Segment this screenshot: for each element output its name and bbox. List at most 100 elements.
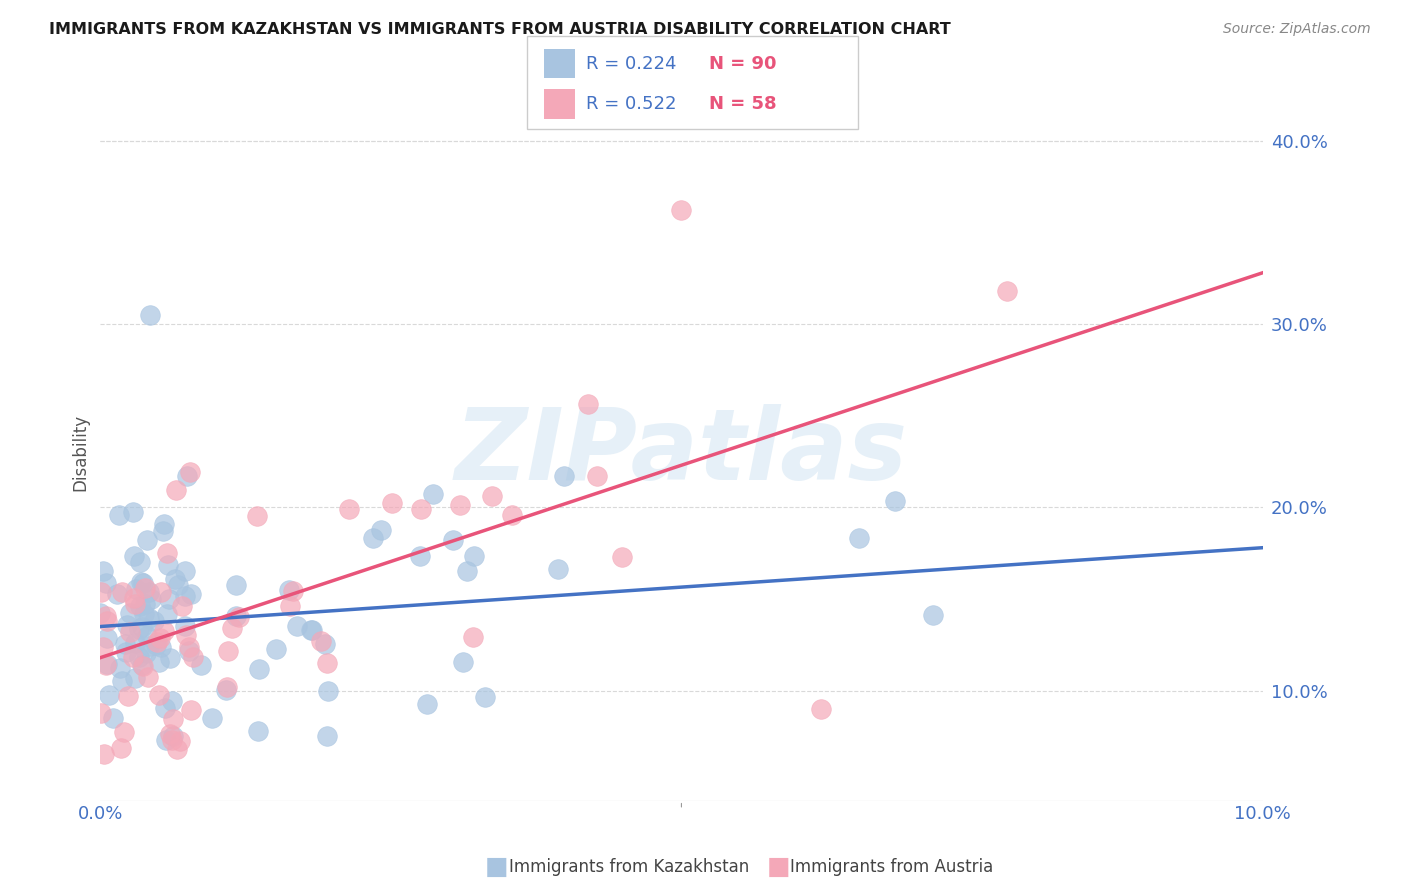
- Point: [135, 533, 157, 548]
- Point: [159, 727, 181, 741]
- Point: [139, 308, 162, 322]
- Point: [165, 572, 187, 586]
- Point: [131, 620, 153, 634]
- Point: [381, 496, 404, 510]
- Point: [314, 637, 336, 651]
- Point: [118, 624, 141, 639]
- Point: [228, 610, 250, 624]
- Point: [108, 661, 131, 675]
- Point: [361, 531, 384, 545]
- Point: [463, 549, 485, 564]
- Point: [131, 658, 153, 673]
- Point: [285, 618, 308, 632]
- Point: [115, 618, 138, 632]
- Point: [170, 599, 193, 614]
- Point: [110, 741, 132, 756]
- Point: [995, 284, 1018, 298]
- Point: [264, 641, 287, 656]
- Point: [474, 690, 496, 704]
- Point: [311, 634, 333, 648]
- Point: [159, 651, 181, 665]
- Point: [409, 549, 432, 564]
- Point: [281, 583, 304, 598]
- Point: [128, 650, 150, 665]
- Point: [451, 655, 474, 669]
- Point: [141, 592, 163, 607]
- Point: [547, 562, 569, 576]
- Point: [409, 502, 432, 516]
- Point: [174, 618, 197, 632]
- Point: [105, 587, 128, 601]
- Point: [118, 606, 141, 620]
- Text: N = 90: N = 90: [709, 54, 776, 73]
- Point: [180, 587, 202, 601]
- Point: [90, 706, 112, 721]
- Point: [121, 650, 143, 665]
- Point: [146, 635, 169, 649]
- Point: [132, 607, 155, 621]
- Point: [115, 645, 138, 659]
- Point: [165, 483, 187, 497]
- Point: [150, 585, 173, 599]
- Point: [96, 658, 118, 673]
- Point: [166, 742, 188, 756]
- Point: [125, 582, 148, 596]
- Point: [91, 564, 114, 578]
- Point: [576, 397, 599, 411]
- Point: [124, 549, 146, 564]
- Point: [152, 524, 174, 538]
- Point: [190, 658, 212, 673]
- Point: [90, 585, 112, 599]
- Point: [135, 646, 157, 660]
- Point: [612, 550, 634, 565]
- Point: [422, 487, 444, 501]
- Point: [162, 733, 184, 747]
- Point: [156, 607, 179, 621]
- Point: [124, 597, 146, 611]
- Text: Immigrants from Austria: Immigrants from Austria: [790, 858, 994, 876]
- Point: [149, 631, 172, 645]
- Point: [132, 575, 155, 590]
- Point: [315, 657, 337, 671]
- Point: [162, 729, 184, 743]
- Point: [225, 578, 247, 592]
- Point: [138, 610, 160, 624]
- Point: [316, 683, 339, 698]
- Point: [174, 628, 197, 642]
- Point: [136, 629, 159, 643]
- Text: ■: ■: [485, 855, 509, 879]
- Point: [156, 546, 179, 560]
- Point: [883, 494, 905, 508]
- Point: [501, 508, 523, 522]
- Point: [148, 655, 170, 669]
- Point: [162, 712, 184, 726]
- Point: [148, 688, 170, 702]
- Point: [145, 638, 167, 652]
- Point: [315, 730, 337, 744]
- Point: [117, 690, 139, 704]
- Point: [122, 591, 145, 605]
- Y-axis label: Disability: Disability: [72, 414, 89, 491]
- Point: [93, 747, 115, 761]
- Point: [131, 658, 153, 673]
- Point: [94, 609, 117, 624]
- Point: [96, 657, 118, 671]
- Point: [277, 582, 299, 597]
- Point: [155, 732, 177, 747]
- Text: Source: ZipAtlas.com: Source: ZipAtlas.com: [1223, 22, 1371, 37]
- Point: [96, 632, 118, 646]
- Point: [152, 624, 174, 638]
- Point: [586, 468, 609, 483]
- Point: [124, 635, 146, 649]
- Point: [122, 505, 145, 519]
- Point: [173, 589, 195, 603]
- Point: [173, 564, 195, 578]
- Point: [129, 574, 152, 589]
- Point: [217, 680, 239, 694]
- Point: [299, 624, 322, 638]
- Point: [456, 564, 478, 578]
- Text: R = 0.224: R = 0.224: [586, 54, 676, 73]
- Point: [152, 517, 174, 532]
- Point: [177, 640, 200, 655]
- Point: [416, 697, 439, 711]
